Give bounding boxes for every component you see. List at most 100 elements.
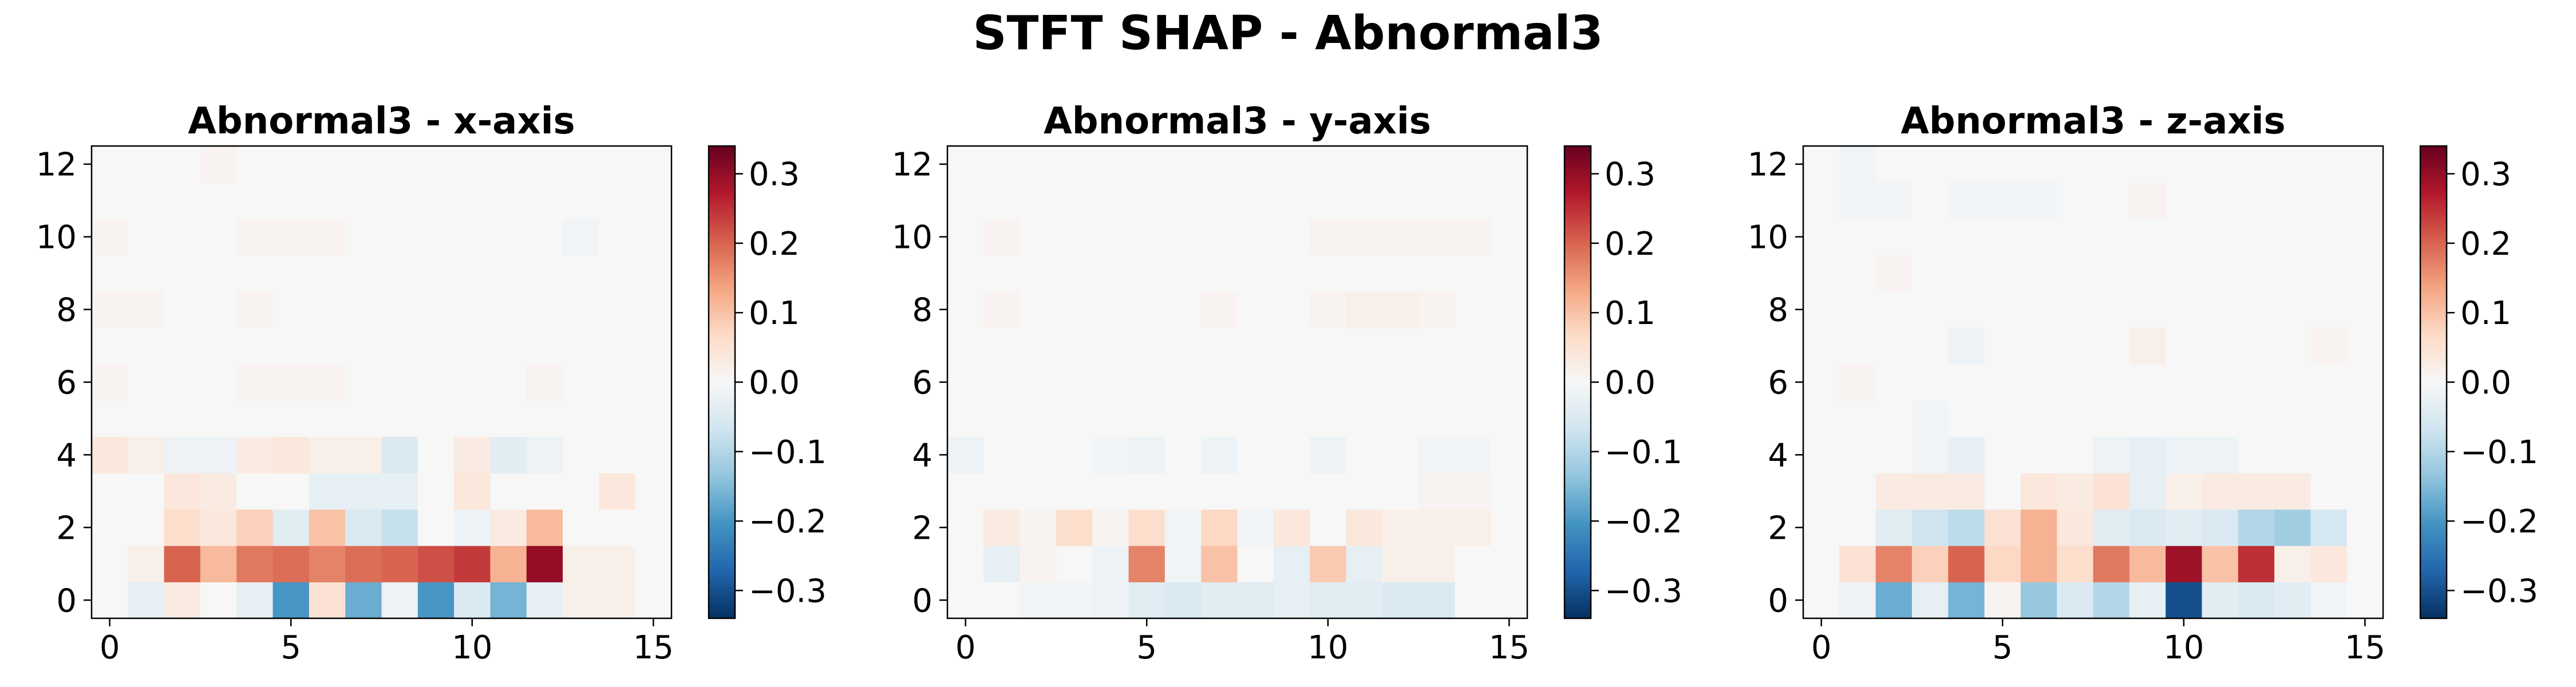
- heatmap-cell: [1455, 364, 1492, 401]
- heatmap-cell: [947, 364, 984, 401]
- heatmap-cell: [200, 327, 237, 365]
- heatmap-cell: [2057, 509, 2094, 546]
- heatmap-cell: [2057, 546, 2094, 583]
- heatmap-cell: [1237, 182, 1274, 219]
- heatmap-cell: [1273, 509, 1310, 546]
- heatmap-cell: [1382, 582, 1419, 619]
- heatmap-cell: [1346, 582, 1383, 619]
- heatmap-cell: [272, 473, 310, 510]
- heatmap-cell: [1803, 255, 1840, 292]
- heatmap-cell: [2310, 364, 2348, 401]
- heatmap-cell: [2346, 400, 2384, 437]
- heatmap-cell: [200, 146, 237, 183]
- heatmap-cell: [381, 546, 418, 583]
- heatmap-cell: [1948, 546, 1985, 583]
- heatmap-cell: [1803, 546, 1840, 583]
- heatmap-cell: [2020, 400, 2057, 437]
- y-tick-label: 8: [1768, 292, 1788, 329]
- heatmap-cell: [1419, 400, 1455, 437]
- heatmap-cell: [2310, 291, 2348, 328]
- heatmap-cell: [1491, 327, 1528, 365]
- heatmap-cell: [1911, 582, 1949, 619]
- heatmap-cell: [2346, 473, 2384, 510]
- heatmap-cell: [2166, 400, 2203, 437]
- heatmap-cell: [2310, 146, 2348, 183]
- heatmap-cell: [1382, 291, 1419, 328]
- heatmap-cell: [1948, 509, 1985, 546]
- y-tick-label: 2: [56, 510, 77, 547]
- heatmap-cell: [1875, 327, 1913, 365]
- heatmap-cell: [164, 291, 201, 328]
- heatmap-cell: [2238, 364, 2275, 401]
- heatmap-cell: [2129, 546, 2166, 583]
- y-tick-label: 8: [56, 292, 77, 329]
- heatmap-cell: [1984, 546, 2021, 583]
- heatmap-cell: [381, 473, 418, 510]
- heatmap-cell: [2310, 546, 2348, 583]
- heatmap-cell: [200, 546, 237, 583]
- heatmap-cell: [1128, 473, 1165, 510]
- heatmap-cell: [164, 146, 201, 183]
- heatmap-cell: [1984, 400, 2021, 437]
- heatmap-cell: [983, 400, 1021, 437]
- heatmap-cell: [1092, 182, 1129, 219]
- heatmap-cell: [1201, 582, 1238, 619]
- heatmap-cell: [454, 327, 491, 365]
- heatmap-cell: [2093, 509, 2130, 546]
- heatmap-cell: [1128, 582, 1165, 619]
- heatmap-cell: [1128, 218, 1165, 255]
- heatmap-cell: [2129, 364, 2166, 401]
- heatmap-cell: [1201, 291, 1238, 328]
- y-tick-label: 10: [36, 219, 77, 256]
- heatmap-cell: [2274, 327, 2311, 365]
- heatmap-cell: [1056, 546, 1093, 583]
- heatmap-cell: [345, 400, 382, 437]
- heatmap-cell: [2202, 473, 2239, 510]
- x-tick-label: 10: [2163, 629, 2204, 666]
- heatmap-cell: [1911, 146, 1949, 183]
- heatmap-cell: [128, 364, 165, 401]
- heatmap-cell: [2238, 291, 2275, 328]
- y-tick-label: 4: [56, 437, 77, 474]
- heatmap-cell: [128, 146, 165, 183]
- heatmap-cell: [417, 218, 455, 255]
- heatmap-cell: [1128, 146, 1165, 183]
- heatmap-cell: [1419, 436, 1455, 473]
- heatmap-cell: [1020, 436, 1057, 473]
- heatmap-cell: [1911, 436, 1949, 473]
- heatmap-cell: [1948, 291, 1985, 328]
- heatmap-cell: [1092, 546, 1129, 583]
- heatmap-cell: [1911, 182, 1949, 219]
- heatmap-cell: [1491, 546, 1528, 583]
- heatmap-cell: [2274, 218, 2311, 255]
- heatmap-cell: [563, 364, 599, 401]
- heatmap-cell: [1056, 291, 1093, 328]
- y-tick-label: 2: [1768, 510, 1788, 547]
- heatmap-cell: [1382, 327, 1419, 365]
- heatmap-cell: [236, 582, 274, 619]
- heatmap-cell: [309, 546, 346, 583]
- heatmap-cell: [1056, 255, 1093, 292]
- heatmap-cell: [1310, 182, 1347, 219]
- heatmap-cell: [526, 327, 563, 365]
- heatmap-cell: [2129, 473, 2166, 510]
- heatmap-cell: [526, 218, 563, 255]
- heatmap-cell: [92, 327, 128, 365]
- panel-title: Abnormal3 - z-axis: [1901, 100, 2285, 143]
- heatmap-cell: [2238, 582, 2275, 619]
- heatmap-cell: [345, 473, 382, 510]
- heatmap-cell: [2093, 546, 2130, 583]
- heatmap-cell: [200, 509, 237, 546]
- heatmap-cell: [236, 436, 274, 473]
- heatmap-cell: [1020, 291, 1057, 328]
- heatmap-cell: [417, 546, 455, 583]
- heatmap-cell: [635, 291, 672, 328]
- heatmap-cell: [2346, 436, 2384, 473]
- heatmap-cell: [1455, 327, 1492, 365]
- heatmap-cell: [1984, 255, 2021, 292]
- heatmap-cell: [381, 218, 418, 255]
- heatmap-cell: [1164, 546, 1202, 583]
- heatmap-cell: [1310, 473, 1347, 510]
- heatmap-cell: [417, 364, 455, 401]
- heatmap-cell: [1164, 364, 1202, 401]
